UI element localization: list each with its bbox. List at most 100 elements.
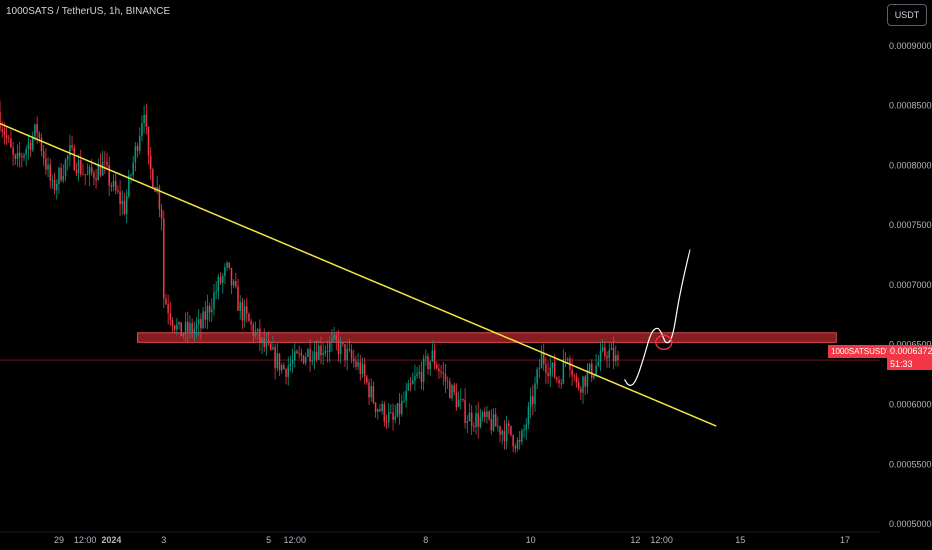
x-tick-label: 3 (161, 535, 166, 545)
candle-body (357, 362, 359, 367)
candle-body (477, 413, 479, 427)
candle-body (311, 360, 314, 362)
candle-body (514, 446, 517, 449)
candle-body (532, 396, 534, 405)
candle-body (521, 430, 523, 442)
candle-body (254, 331, 257, 336)
candle-body (239, 302, 241, 311)
candle-body (36, 124, 38, 133)
y-tick-label: 0.0006500 (889, 340, 932, 350)
candle-body (224, 267, 226, 276)
candle-body (379, 409, 381, 412)
candle-body (337, 340, 340, 355)
candle-body (449, 381, 451, 399)
candle-body (235, 281, 237, 287)
candle-body (556, 377, 558, 380)
candle-body (481, 412, 484, 418)
candle-body (291, 360, 294, 364)
candle-body (352, 358, 355, 362)
candle-body (501, 430, 503, 435)
candle-body (597, 362, 600, 366)
candle-body (328, 342, 331, 353)
candle-body (333, 335, 335, 339)
candle-body (505, 423, 508, 442)
candle-body (141, 123, 143, 136)
candle-body (147, 126, 150, 156)
candle-body (608, 350, 610, 359)
candle-body (285, 369, 287, 377)
currency-button[interactable]: USDT (887, 4, 927, 26)
y-tick-label: 0.0008000 (889, 160, 932, 170)
candle-body (359, 362, 362, 374)
resistance-zone-layer (0, 332, 880, 361)
candle-body (56, 184, 58, 191)
candle-body (459, 399, 462, 401)
candle-body (58, 167, 60, 185)
candle-body (230, 267, 233, 286)
candle-body (143, 114, 145, 124)
candle-body (411, 380, 414, 384)
candle-body (272, 347, 274, 350)
candle-body (160, 209, 163, 219)
candle-body (84, 174, 86, 175)
target-circle (655, 334, 673, 350)
candle-body (462, 399, 464, 401)
candle-body (455, 392, 458, 408)
candle-body (320, 345, 322, 356)
candle-body (606, 356, 608, 359)
candle-body (114, 181, 117, 191)
candle-body (256, 328, 259, 332)
candle-body (149, 155, 152, 170)
x-tick-label: 12 (630, 535, 640, 545)
candle-body (418, 371, 421, 374)
candle-body (134, 146, 137, 163)
candle-body (38, 132, 41, 138)
candle-body (197, 319, 200, 325)
candle-body (75, 170, 78, 174)
candle-body (1, 129, 3, 132)
candle-body (45, 158, 47, 170)
candle-body (377, 409, 379, 412)
candle-body (195, 324, 198, 329)
candle-body (101, 161, 104, 176)
candle-body (326, 351, 329, 353)
candle-body (95, 178, 97, 181)
trendline (0, 122, 717, 427)
candle-body (558, 379, 560, 384)
candle-body (296, 351, 298, 354)
candle-body (307, 349, 309, 357)
candle-body (77, 160, 80, 174)
candle-body (283, 364, 285, 370)
candle-body (381, 403, 383, 412)
candle-body (228, 262, 231, 268)
candle-body (374, 402, 377, 412)
candle-body (392, 412, 394, 420)
candle-body (433, 350, 436, 365)
candle-body (29, 142, 32, 150)
candle-body (484, 412, 486, 417)
candle-body (7, 137, 10, 139)
candle-body (215, 291, 217, 293)
candle-body (348, 348, 351, 350)
candle-body (47, 164, 49, 170)
candle-body (372, 386, 375, 403)
candle-body (289, 363, 292, 367)
candle-body (444, 373, 447, 382)
candle-body (470, 412, 473, 426)
candle-body (226, 262, 228, 268)
candle-body (294, 351, 296, 361)
candle-body (422, 358, 425, 382)
candle-body (243, 306, 246, 321)
candle-body (241, 302, 244, 321)
candle-body (21, 156, 23, 158)
candle-body (217, 276, 220, 292)
y-tick-label: 0.0005500 (889, 459, 932, 469)
candle-body (248, 313, 250, 322)
candle-body (60, 167, 62, 181)
candle-body (51, 179, 54, 181)
candle-body (86, 174, 89, 176)
candle-body (457, 400, 460, 408)
candle-body (184, 321, 187, 334)
price-axis-panel (880, 0, 932, 550)
